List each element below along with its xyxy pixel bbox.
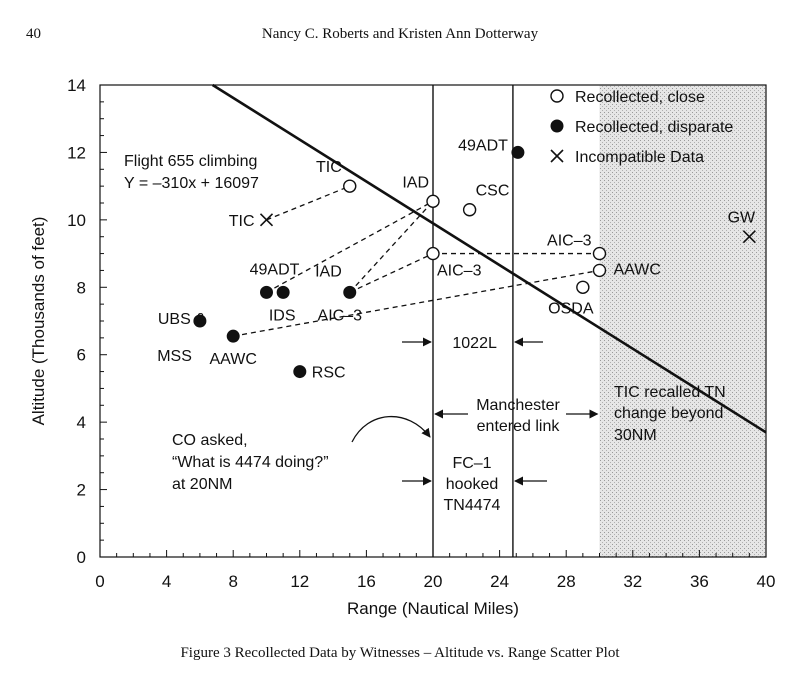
legend-marker-disparate xyxy=(550,119,564,133)
page-authors: Nancy C. Roberts and Kristen Ann Dotterw… xyxy=(261,26,539,42)
x-tick-label: 24 xyxy=(490,572,509,591)
cross-stroke xyxy=(550,149,564,163)
y-tick-label: 6 xyxy=(77,346,86,365)
dashed-link xyxy=(349,252,434,293)
point-label: 49ADT xyxy=(250,261,300,278)
point-recollected-close xyxy=(462,203,477,217)
annotation-fc1: FC–1 xyxy=(452,455,491,472)
legend-marker-incompatible xyxy=(550,149,564,163)
cross-stroke xyxy=(259,213,274,227)
x-tick-label: 40 xyxy=(757,572,776,591)
point-recollected-disparate xyxy=(276,285,290,299)
x-tick-label: 28 xyxy=(557,572,576,591)
point-label: TIC xyxy=(316,159,342,176)
x-axis-label: Range (Nautical Miles) xyxy=(347,599,519,618)
point-label: TIC xyxy=(229,213,255,230)
point-label: AIC–3 xyxy=(437,263,482,280)
legend-label-close: Recollected, close xyxy=(575,89,705,106)
point-label: GW xyxy=(728,210,756,227)
y-tick-label: 10 xyxy=(67,211,86,230)
point-recollected-close xyxy=(426,246,440,261)
x-tick-label: 12 xyxy=(290,572,309,591)
y-tick-label: 12 xyxy=(67,143,86,162)
point-recollected-close xyxy=(343,179,357,193)
point-recollected-disparate xyxy=(193,314,207,328)
y-axis-label: Altitude (Thousands of feet) xyxy=(29,217,48,426)
point-label: MSS xyxy=(157,348,192,365)
annotation-co-asked: CO asked, xyxy=(172,432,248,449)
annotation-fc1: hooked xyxy=(446,476,499,493)
annotation-tic-recalled: change beyond xyxy=(614,405,723,422)
point-recollected-disparate xyxy=(293,365,307,379)
y-tick-label: 2 xyxy=(77,481,86,500)
point-recollected-close xyxy=(592,246,607,261)
point-recollected-close xyxy=(592,263,607,278)
page-number: 40 xyxy=(26,26,41,42)
x-tick-label: 16 xyxy=(357,572,376,591)
point-incompatible xyxy=(259,213,274,227)
legend-label-disparate: Recollected, disparate xyxy=(575,119,733,136)
annotation-tic-recalled: 30NM xyxy=(614,427,657,444)
point-recollected-disparate xyxy=(511,145,525,159)
point-label: AIC–3 xyxy=(318,307,363,324)
x-tick-label: 8 xyxy=(228,572,237,591)
point-label: IAD xyxy=(315,263,342,280)
legend-marker-close xyxy=(550,89,564,103)
point-label: AIC–3 xyxy=(547,233,592,250)
point-label: RSC xyxy=(312,365,346,382)
point-label: UBS & xyxy=(158,311,206,328)
flight-line-label: Flight 655 climbing xyxy=(124,153,257,170)
annotation-fc1: TN4474 xyxy=(444,497,501,514)
point-label: CSC xyxy=(476,183,510,200)
x-tick-label: 4 xyxy=(162,572,171,591)
legend-label-incompatible: Incompatible Data xyxy=(575,149,704,166)
x-tick-label: 32 xyxy=(623,572,642,591)
annotation-tic-recalled: TIC recalled TN xyxy=(614,384,726,401)
point-recollected-disparate xyxy=(226,329,240,343)
x-tick-label: 20 xyxy=(424,572,443,591)
dashed-link xyxy=(349,200,434,293)
flight-path-line xyxy=(211,83,767,434)
point-label: AAWC xyxy=(614,261,661,278)
flight-line-equation: Y = –310x + 16097 xyxy=(124,175,259,192)
page-header: 40 Nancy C. Roberts and Kristen Ann Dott… xyxy=(0,26,800,50)
y-tick-label: 14 xyxy=(67,76,86,95)
point-label: AAWC xyxy=(209,351,256,368)
dashed-link xyxy=(233,269,600,337)
point-recollected-disparate xyxy=(260,285,273,299)
cross-stroke xyxy=(742,230,756,244)
point-incompatible xyxy=(742,230,756,244)
point-label: 49ADT xyxy=(458,137,508,154)
x-tick-label: 36 xyxy=(690,572,709,591)
point-label: IDS xyxy=(269,307,296,324)
point-recollected-close xyxy=(426,194,440,209)
point-label: OSDA xyxy=(548,300,594,317)
point-recollected-close xyxy=(576,280,590,294)
annotation-manchester: entered link xyxy=(477,418,561,435)
dashed-link xyxy=(266,200,434,293)
point-recollected-disparate xyxy=(343,285,357,299)
figure-caption: Figure 3 Recollected Data by Witnesses –… xyxy=(180,645,620,661)
y-tick-label: 4 xyxy=(77,413,86,432)
y-tick-label: 8 xyxy=(77,278,86,297)
annotation-co-asked: “What is 4474 doing?” xyxy=(172,454,329,471)
shaded-region xyxy=(599,85,766,557)
annotation-1022l: 1022L xyxy=(452,335,497,352)
x-tick-label: 0 xyxy=(95,572,104,591)
dashed-link xyxy=(266,185,350,221)
annotation-manchester: Manchester xyxy=(476,397,560,414)
arrow-co-asked xyxy=(351,415,431,443)
point-label: IAD xyxy=(402,174,429,191)
y-tick-label: 0 xyxy=(77,548,86,567)
annotation-co-asked: at 20NM xyxy=(172,476,232,493)
